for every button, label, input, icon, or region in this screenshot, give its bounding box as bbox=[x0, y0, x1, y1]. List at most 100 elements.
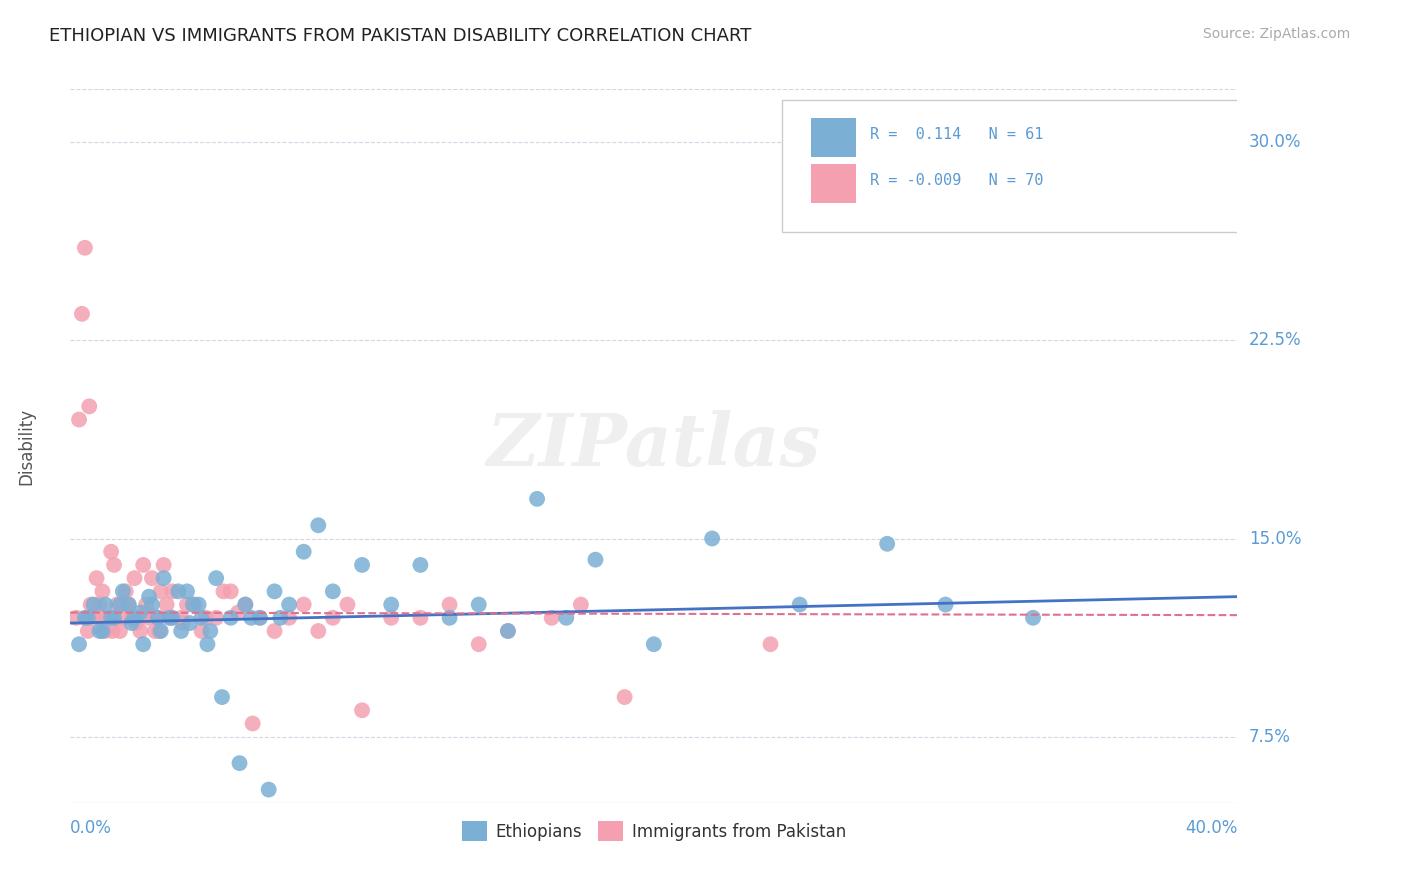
Point bbox=[240, 611, 263, 625]
Point bbox=[876, 537, 898, 551]
Point bbox=[292, 545, 315, 559]
Point bbox=[235, 598, 257, 612]
Text: Disability: Disability bbox=[17, 408, 35, 484]
Point bbox=[127, 611, 149, 625]
Point bbox=[380, 598, 402, 612]
Text: 15.0%: 15.0% bbox=[1249, 530, 1302, 548]
Point bbox=[149, 584, 172, 599]
Point bbox=[67, 412, 90, 426]
Point bbox=[181, 598, 204, 612]
Point bbox=[124, 611, 146, 625]
Point bbox=[138, 611, 160, 625]
Point bbox=[263, 624, 285, 638]
FancyBboxPatch shape bbox=[811, 118, 856, 157]
Point bbox=[278, 611, 301, 625]
Point bbox=[409, 611, 432, 625]
Point bbox=[141, 571, 163, 585]
Point bbox=[219, 611, 242, 625]
Point bbox=[212, 584, 235, 599]
Point bbox=[540, 611, 562, 625]
Point bbox=[111, 584, 134, 599]
Point bbox=[100, 545, 122, 559]
Point bbox=[439, 611, 461, 625]
Point bbox=[136, 606, 159, 620]
Point bbox=[167, 584, 190, 599]
Point bbox=[569, 598, 592, 612]
Point bbox=[80, 598, 103, 612]
Point bbox=[172, 616, 194, 631]
Point bbox=[183, 598, 205, 612]
Point bbox=[226, 606, 249, 620]
Text: 7.5%: 7.5% bbox=[1249, 728, 1291, 746]
Point bbox=[91, 584, 114, 599]
Point bbox=[91, 624, 114, 638]
Point bbox=[934, 598, 956, 612]
Point bbox=[249, 611, 271, 625]
Point bbox=[149, 624, 172, 638]
Point bbox=[146, 611, 169, 625]
Point bbox=[307, 624, 329, 638]
Point bbox=[194, 611, 217, 625]
Point bbox=[65, 611, 87, 625]
Point bbox=[789, 598, 811, 612]
Point bbox=[76, 624, 98, 638]
Point bbox=[90, 611, 112, 625]
Text: 22.5%: 22.5% bbox=[1249, 331, 1302, 350]
Point bbox=[211, 690, 233, 704]
Point bbox=[132, 558, 155, 572]
Point bbox=[89, 624, 111, 638]
Point bbox=[526, 491, 548, 506]
Point bbox=[496, 624, 519, 638]
Point bbox=[496, 624, 519, 638]
Point bbox=[643, 637, 665, 651]
Point bbox=[114, 584, 136, 599]
Point bbox=[105, 598, 128, 612]
Point bbox=[1022, 611, 1045, 625]
Point bbox=[352, 703, 374, 717]
Point bbox=[249, 611, 271, 625]
Text: ETHIOPIAN VS IMMIGRANTS FROM PAKISTAN DISABILITY CORRELATION CHART: ETHIOPIAN VS IMMIGRANTS FROM PAKISTAN DI… bbox=[49, 27, 752, 45]
Point bbox=[235, 598, 257, 612]
Point bbox=[322, 611, 344, 625]
Point bbox=[83, 598, 105, 612]
Point bbox=[162, 611, 184, 625]
Point bbox=[187, 598, 209, 612]
Point bbox=[77, 400, 100, 414]
FancyBboxPatch shape bbox=[811, 164, 856, 203]
Point bbox=[86, 571, 108, 585]
Point bbox=[89, 598, 111, 612]
Point bbox=[409, 558, 432, 572]
Point bbox=[135, 598, 157, 612]
Point bbox=[118, 598, 141, 612]
Point bbox=[336, 598, 359, 612]
Point bbox=[76, 611, 98, 625]
Point bbox=[269, 611, 291, 625]
Point bbox=[112, 598, 135, 612]
FancyBboxPatch shape bbox=[782, 100, 1243, 232]
Point bbox=[108, 624, 131, 638]
Point bbox=[170, 611, 193, 625]
Point bbox=[103, 558, 125, 572]
Point bbox=[219, 584, 242, 599]
Point bbox=[190, 624, 212, 638]
Point bbox=[67, 637, 90, 651]
Point bbox=[100, 611, 122, 625]
Point bbox=[613, 690, 636, 704]
Text: 40.0%: 40.0% bbox=[1185, 819, 1237, 837]
Text: R = -0.009   N = 70: R = -0.009 N = 70 bbox=[870, 173, 1043, 188]
Point bbox=[190, 611, 212, 625]
Point bbox=[468, 598, 491, 612]
Point bbox=[322, 584, 344, 599]
Point bbox=[124, 571, 146, 585]
Point bbox=[70, 307, 93, 321]
Point bbox=[152, 558, 174, 572]
Point bbox=[83, 611, 105, 625]
Point bbox=[702, 532, 724, 546]
Point bbox=[242, 716, 264, 731]
Point bbox=[179, 616, 201, 631]
Point bbox=[176, 598, 198, 612]
Point bbox=[155, 598, 177, 612]
Point bbox=[380, 611, 402, 625]
Point bbox=[73, 241, 96, 255]
Point bbox=[146, 611, 169, 625]
